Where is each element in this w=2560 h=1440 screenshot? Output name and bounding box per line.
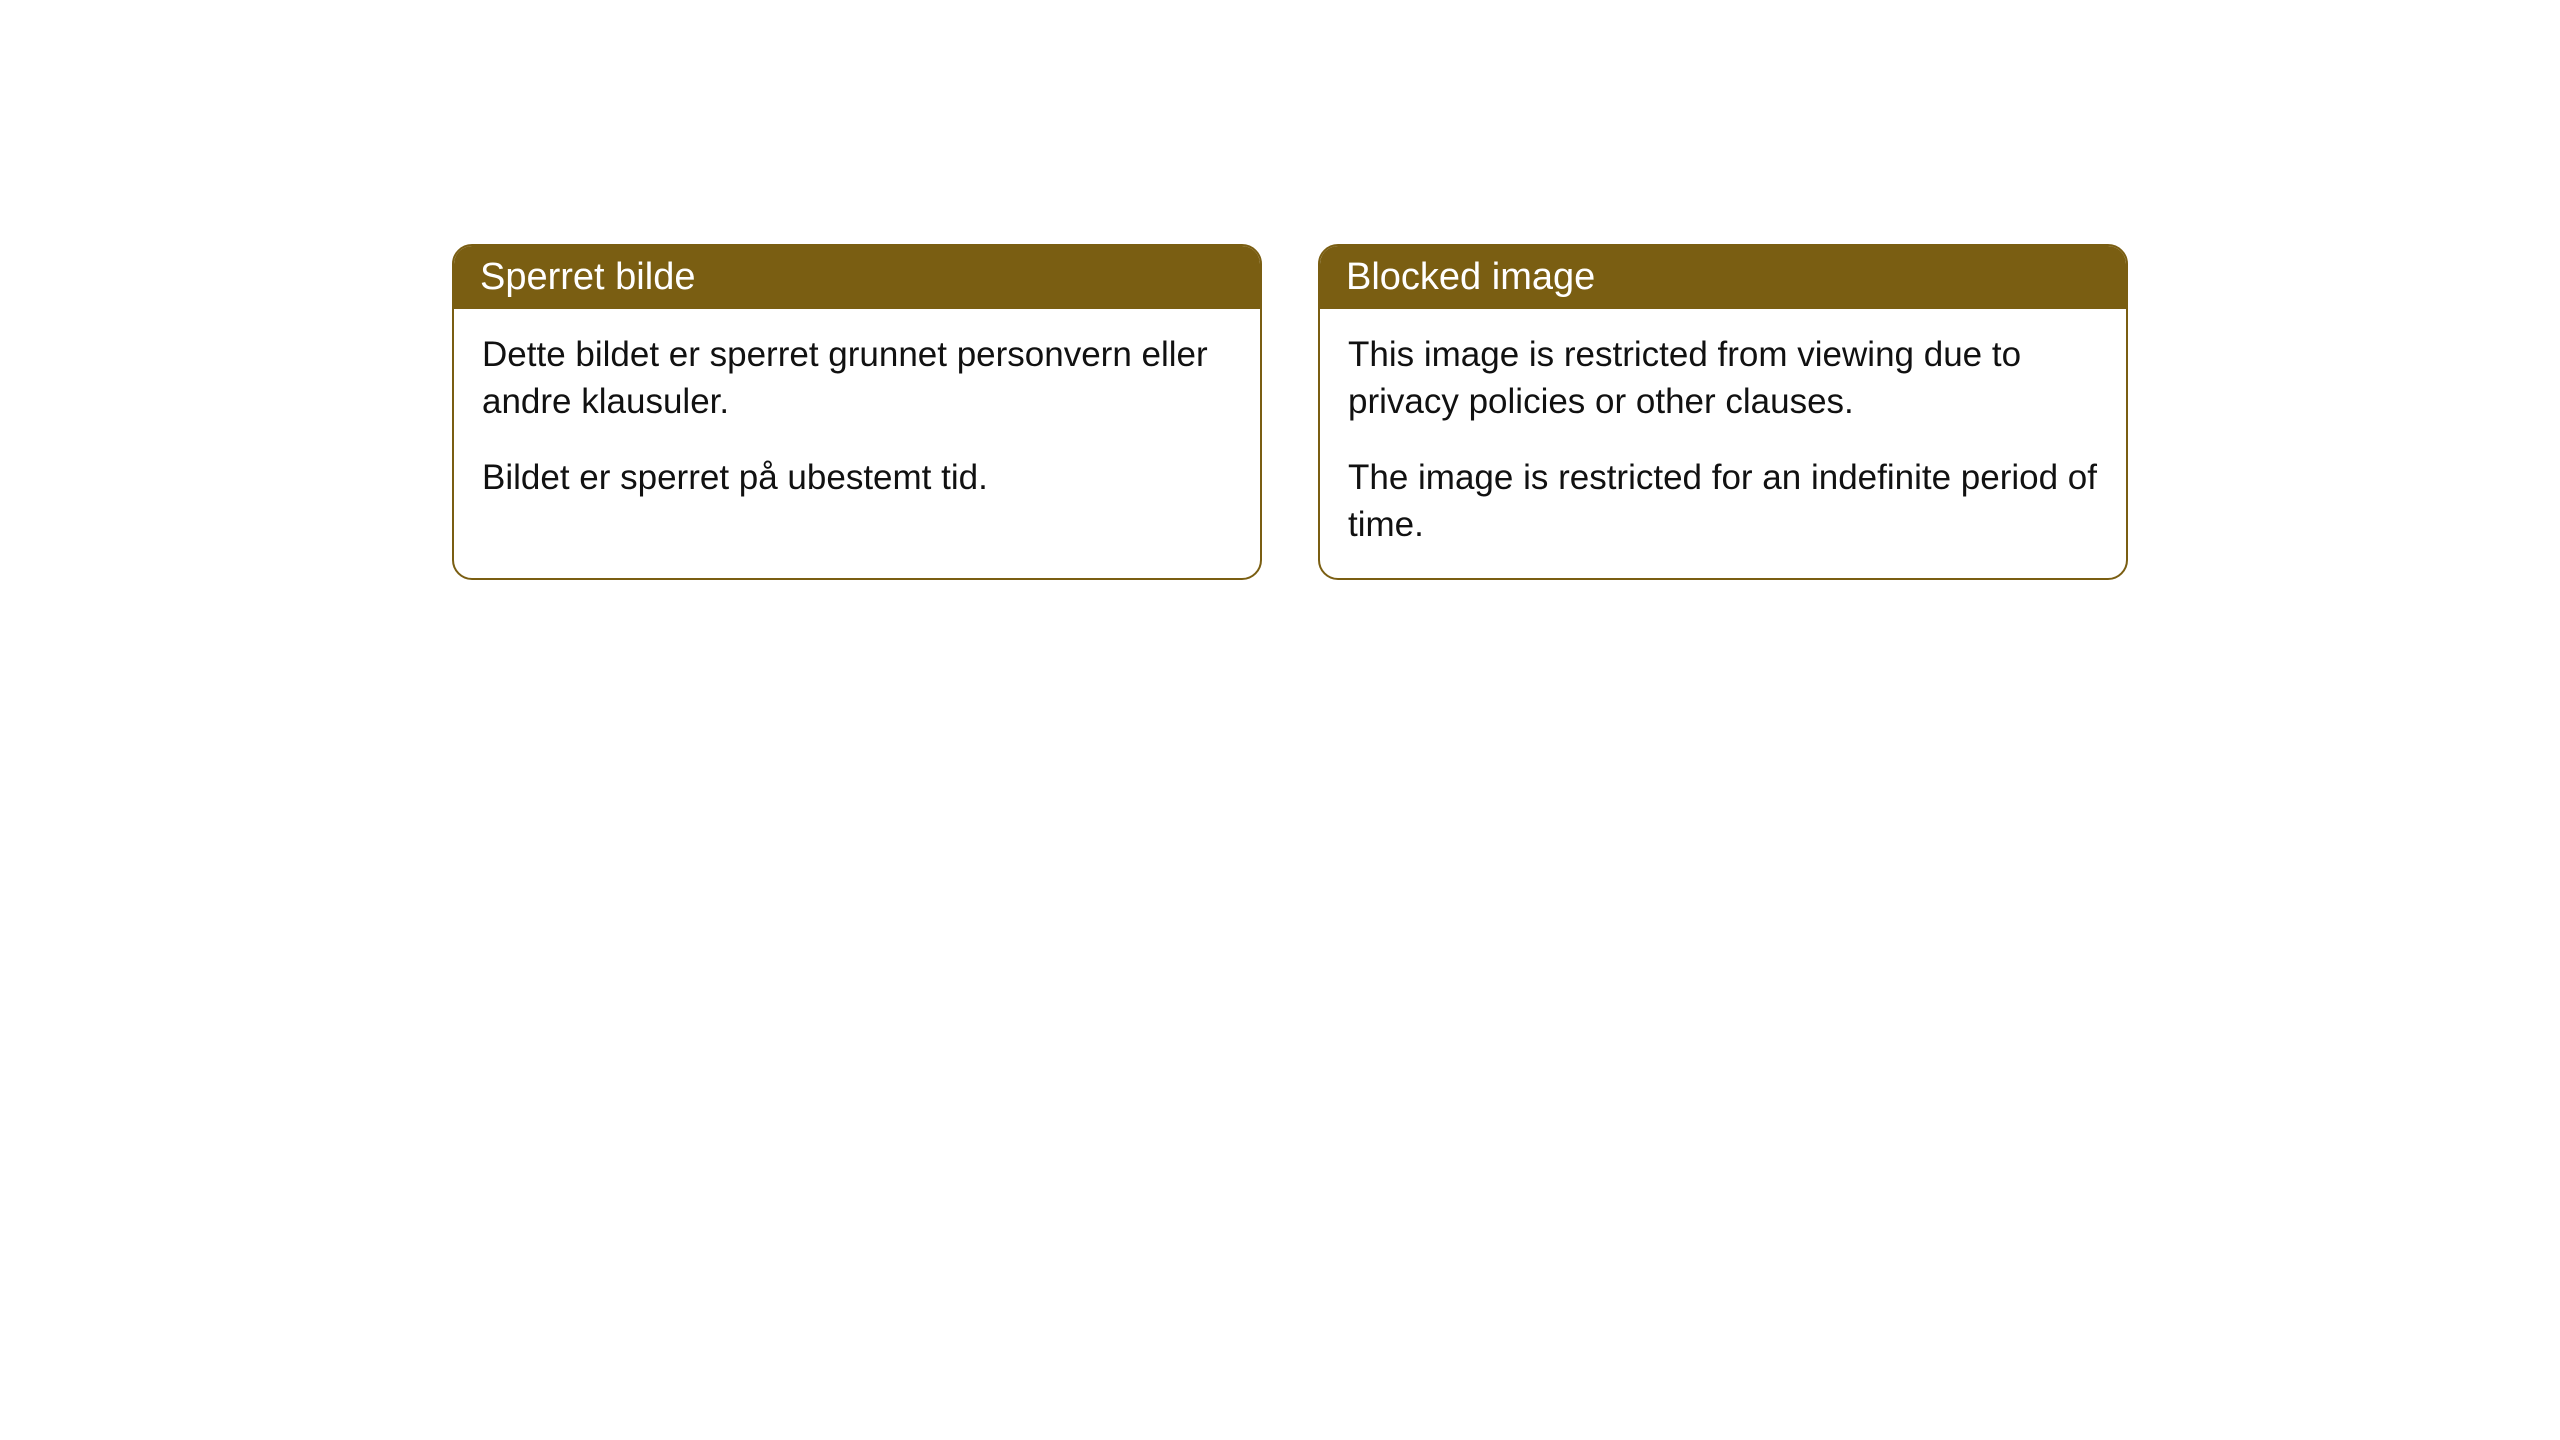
card-norwegian: Sperret bilde Dette bildet er sperret gr… (452, 244, 1262, 580)
card-paragraph: Dette bildet er sperret grunnet personve… (482, 331, 1232, 426)
card-header-norwegian: Sperret bilde (454, 246, 1260, 309)
card-body-norwegian: Dette bildet er sperret grunnet personve… (454, 309, 1260, 531)
card-paragraph: The image is restricted for an indefinit… (1348, 454, 2098, 549)
card-paragraph: This image is restricted from viewing du… (1348, 331, 2098, 426)
card-body-english: This image is restricted from viewing du… (1320, 309, 2126, 578)
card-header-english: Blocked image (1320, 246, 2126, 309)
cards-container: Sperret bilde Dette bildet er sperret gr… (0, 0, 2560, 580)
card-paragraph: Bildet er sperret på ubestemt tid. (482, 454, 1232, 501)
card-english: Blocked image This image is restricted f… (1318, 244, 2128, 580)
